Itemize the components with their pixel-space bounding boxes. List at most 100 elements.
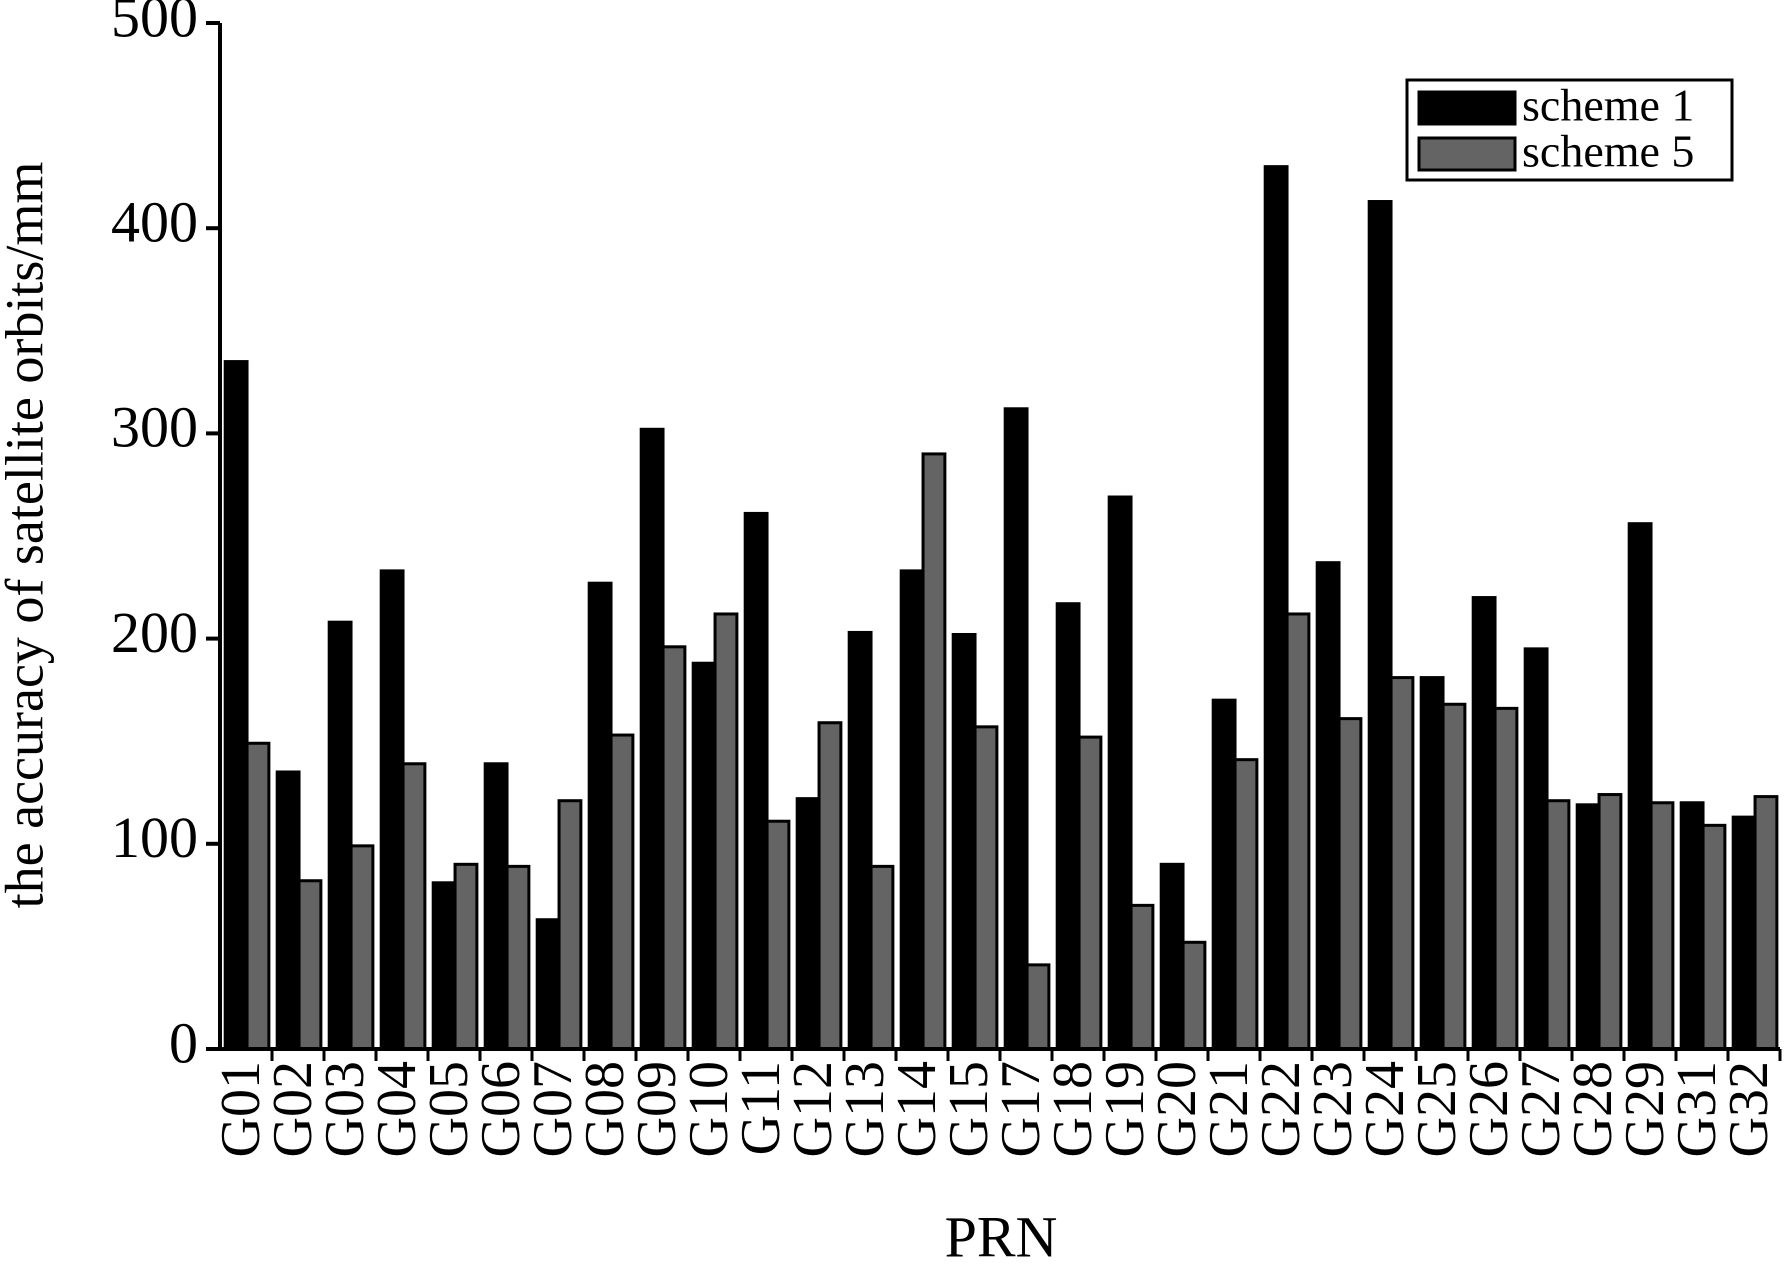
x-tick-label: G07 [522, 1061, 584, 1157]
bar [1649, 801, 1675, 1051]
x-tick-label: G28 [1562, 1061, 1624, 1157]
y-tick-label: 200 [111, 600, 198, 665]
x-tick-label: G06 [470, 1061, 532, 1157]
x-tick-label: G22 [1250, 1061, 1312, 1157]
x-tick-label: G02 [262, 1061, 324, 1157]
bar [1679, 801, 1705, 1051]
bar [1493, 706, 1519, 1051]
y-tick-label: 500 [111, 0, 198, 49]
bar [743, 511, 769, 1051]
bar [1523, 647, 1549, 1051]
bar [245, 741, 271, 1051]
bar [1545, 799, 1571, 1051]
x-tick-label: G20 [1146, 1061, 1208, 1157]
bar [765, 819, 791, 1051]
y-tick-label: 100 [111, 805, 198, 870]
y-tick-label: 0 [169, 1010, 198, 1075]
legend-label: scheme 5 [1522, 126, 1694, 177]
bar [483, 762, 509, 1051]
bar [1441, 702, 1467, 1051]
bar [557, 799, 583, 1051]
x-tick-label: G19 [1094, 1061, 1156, 1157]
x-tick-label: G01 [210, 1061, 272, 1157]
bar [639, 427, 665, 1051]
bar [817, 721, 843, 1051]
bar [869, 864, 895, 1051]
bar [1701, 823, 1727, 1051]
bar [327, 620, 353, 1051]
bar [1263, 165, 1289, 1051]
bar [453, 862, 479, 1051]
x-tick-label: G26 [1458, 1061, 1520, 1157]
x-tick-label: G25 [1406, 1061, 1468, 1157]
bar [1211, 698, 1237, 1051]
x-tick-label: G24 [1354, 1061, 1416, 1157]
x-tick-label: G15 [938, 1061, 1000, 1157]
x-tick-label: G05 [418, 1061, 480, 1157]
bar [973, 725, 999, 1051]
bar [1419, 676, 1445, 1051]
bar [297, 879, 323, 1051]
bar [661, 645, 687, 1051]
bar [1337, 717, 1363, 1051]
bar [275, 770, 301, 1051]
legend-swatch [1417, 90, 1517, 126]
bar [1627, 522, 1653, 1051]
y-axis-label: the accuracy of satellite orbits/mm [0, 162, 54, 909]
bar [1575, 803, 1601, 1051]
bar [1025, 963, 1051, 1051]
bar [921, 452, 947, 1051]
bar [899, 569, 925, 1051]
x-tick-label: G14 [886, 1061, 948, 1157]
bar [951, 632, 977, 1051]
bar [795, 797, 821, 1051]
x-tick-label: G17 [990, 1061, 1052, 1157]
bar [1753, 795, 1779, 1051]
bar [1731, 815, 1757, 1051]
x-tick-label: G27 [1510, 1061, 1572, 1157]
x-tick-label: G12 [782, 1061, 844, 1157]
x-tick-label: G09 [626, 1061, 688, 1157]
bar [401, 762, 427, 1051]
x-axis-label: PRN [945, 1204, 1058, 1269]
y-tick-label: 400 [111, 190, 198, 255]
bar [847, 630, 873, 1051]
y-tick-label: 300 [111, 395, 198, 460]
x-tick-label: G11 [730, 1061, 792, 1155]
bar [587, 581, 613, 1051]
x-tick-label: G23 [1302, 1061, 1364, 1157]
bar [691, 661, 717, 1051]
x-tick-label: G32 [1718, 1061, 1780, 1157]
bar [223, 360, 249, 1051]
x-tick-label: G04 [366, 1061, 428, 1157]
bar [1367, 200, 1393, 1051]
bar [505, 864, 531, 1051]
bar [1471, 596, 1497, 1051]
bar [1233, 758, 1259, 1051]
bar [1129, 903, 1155, 1051]
x-tick-label: G29 [1614, 1061, 1676, 1157]
bar [1389, 676, 1415, 1051]
x-tick-label: G18 [1042, 1061, 1104, 1157]
x-tick-label: G13 [834, 1061, 896, 1157]
bar [1003, 407, 1029, 1051]
legend-swatch [1417, 136, 1517, 172]
bar [379, 569, 405, 1051]
bar [535, 918, 561, 1051]
bar [713, 612, 739, 1051]
x-tick-label: G31 [1666, 1061, 1728, 1157]
bar [1159, 862, 1185, 1051]
x-tick-label: G21 [1198, 1061, 1260, 1157]
bar [1107, 495, 1133, 1051]
bar [1181, 940, 1207, 1051]
bar [1315, 561, 1341, 1051]
bar [609, 733, 635, 1051]
bar [1597, 793, 1623, 1051]
legend-label: scheme 1 [1522, 80, 1694, 131]
x-tick-label: G10 [678, 1061, 740, 1157]
bar [349, 844, 375, 1051]
bar [1055, 602, 1081, 1051]
bar [1077, 735, 1103, 1051]
x-tick-label: G03 [314, 1061, 376, 1157]
bar [431, 881, 457, 1051]
